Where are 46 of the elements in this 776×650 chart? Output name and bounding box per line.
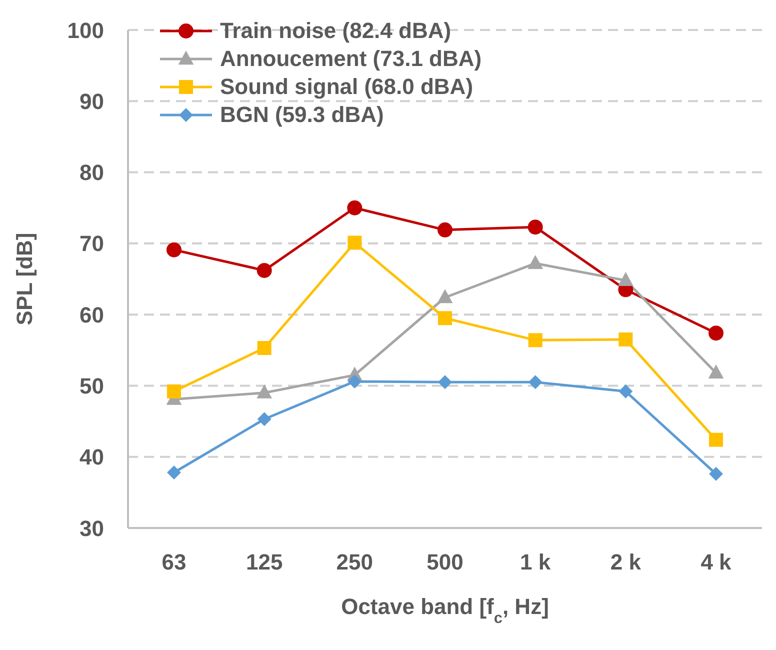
- y-tick-label: 50: [80, 374, 104, 399]
- point: [347, 200, 362, 216]
- legend-label: Annoucement (73.1 dBA): [220, 46, 482, 72]
- point: [528, 220, 543, 235]
- x-tick-label: 250: [336, 550, 374, 575]
- x-tick-label: 1 k: [520, 550, 552, 575]
- point: [257, 341, 272, 356]
- y-tick-label: 60: [80, 302, 104, 328]
- point: [438, 311, 452, 326]
- legend-label: BGN (59.3 dBA): [220, 102, 384, 128]
- point: [257, 412, 272, 426]
- legend-label: Sound signal (68.0 dBA): [220, 74, 474, 100]
- y-tick-label: 100: [67, 18, 104, 43]
- point: [528, 254, 544, 269]
- y-tick-label: 80: [80, 160, 104, 186]
- y-tick-label: 30: [80, 516, 104, 541]
- x-axis-title: Octave band [f$_{c}$, Hz]: [341, 594, 549, 626]
- y-tick-label: 40: [80, 444, 104, 470]
- point: [166, 242, 182, 258]
- legend-label: Train noise (82.4 dBA): [220, 18, 452, 44]
- x-tick-label: 125: [246, 550, 283, 575]
- point: [708, 326, 724, 341]
- x-tick-label: 500: [426, 550, 464, 575]
- point: [709, 432, 723, 447]
- x-tick-label: 63: [162, 550, 186, 575]
- y-axis-title: SPL [dB]: [12, 232, 37, 326]
- y-tick-label: 70: [80, 231, 104, 256]
- point: [709, 466, 723, 481]
- point: [167, 384, 181, 398]
- point: [438, 222, 452, 238]
- point: [618, 332, 633, 346]
- point: [528, 375, 542, 390]
- point: [528, 333, 542, 348]
- point: [348, 374, 362, 388]
- y-tick-label: 90: [80, 88, 104, 114]
- point: [167, 466, 181, 480]
- x-tick-label: 4 k: [700, 550, 732, 575]
- x-tick-label: 2 k: [610, 550, 642, 575]
- point: [437, 289, 453, 304]
- point: [348, 236, 362, 250]
- point: [708, 364, 724, 379]
- point: [256, 262, 272, 278]
- point: [618, 384, 633, 398]
- point: [256, 384, 272, 398]
- point: [618, 272, 634, 286]
- point: [438, 375, 452, 390]
